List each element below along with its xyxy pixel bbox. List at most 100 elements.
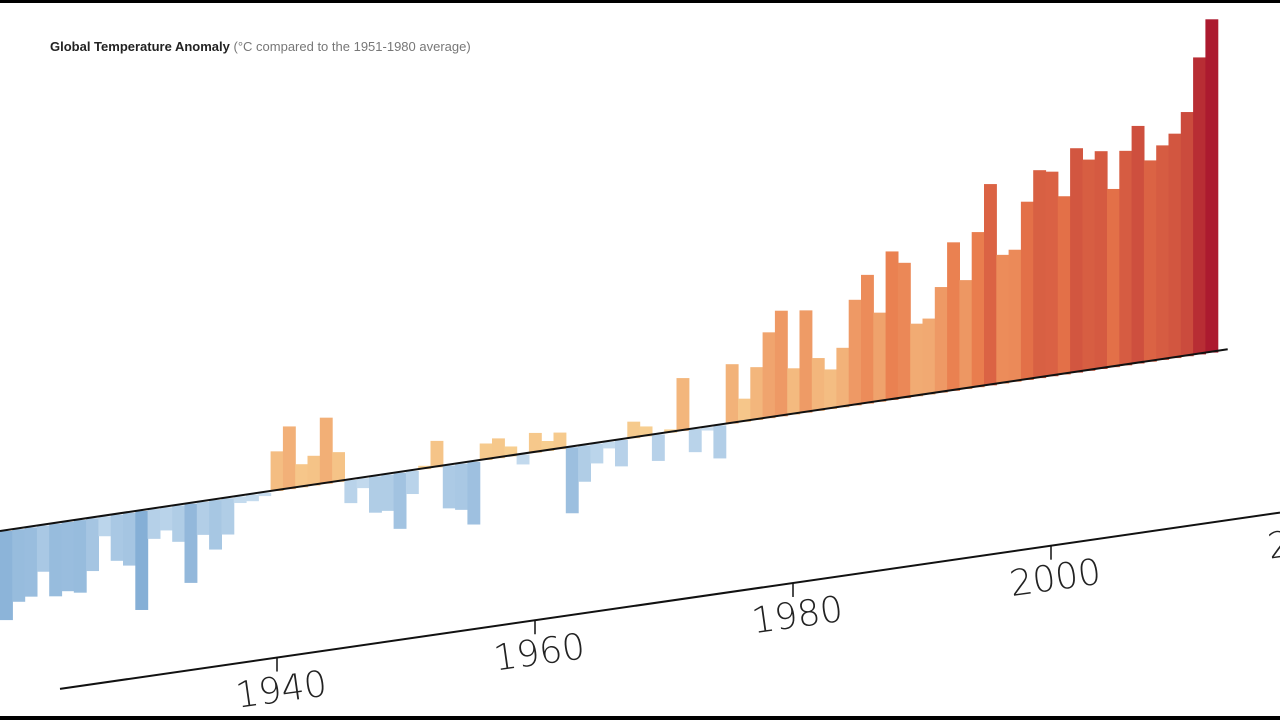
bar-1959 [504,446,518,457]
bar-1968 [615,439,628,467]
bar-1950 [393,472,407,529]
bar-1995 [947,242,960,391]
bar-1977 [725,364,739,424]
bar-1993 [922,318,936,395]
bar-1955 [455,463,468,510]
bar-1949 [381,474,395,511]
bar-1927 [110,514,124,561]
bar-1996 [959,280,973,390]
bar-1983 [799,310,813,413]
bar-1934 [196,501,210,535]
bar-1920 [24,527,38,597]
bar-2011 [1143,160,1157,362]
bar-1933 [184,503,198,583]
x-tick-label-2020: 2020 [1265,514,1280,567]
x-tick-label-1940: 1940 [233,663,329,716]
bar-1970 [639,426,653,437]
bar-1930 [147,509,161,539]
bar-1965 [578,445,591,482]
bar-1931 [159,507,173,531]
bar-1984 [811,358,825,411]
bar-1973 [676,378,690,431]
zero-baseline [0,348,1228,532]
bar-1992 [910,323,924,397]
bar-1962 [541,441,555,451]
bar-2015 [1193,57,1206,355]
bar-1961 [528,432,542,453]
bar-1928 [123,512,136,566]
bar-1989 [873,312,887,402]
bar-2003 [1045,171,1059,377]
bar-2013 [1168,133,1182,359]
bar-1942 [295,464,309,488]
bar-1979 [750,367,764,420]
bar-1994 [934,287,948,393]
bar-1948 [369,476,382,513]
bar-1956 [467,461,481,525]
bar-1941 [282,426,296,490]
bar-1998 [984,184,997,386]
bar-1969 [627,421,641,439]
bar-1935 [209,500,222,550]
bar-1940 [270,451,284,491]
bar-2008 [1107,188,1120,368]
bar-1936 [221,498,235,535]
title-main: Global Temperature Anomaly [50,39,230,54]
bar-1918 [0,531,13,621]
bar-1960 [516,454,530,465]
bar-1921 [36,525,50,572]
bar-1946 [344,480,358,504]
x-tick-label-1980: 1980 [749,589,845,642]
bar-2002 [1033,170,1047,379]
bar-1974 [688,429,702,453]
bar-1987 [848,299,862,406]
bar-1958 [492,438,505,459]
bar-2010 [1131,125,1145,364]
bar-1976 [713,425,727,459]
bars-group [0,19,1219,621]
bar-2014 [1180,112,1194,357]
bar-1925 [86,518,99,572]
bar-1922 [49,523,63,597]
bar-1966 [590,443,604,464]
x-tick-label-1960: 1960 [491,626,587,679]
title-subtitle: (°C compared to the 1951-1980 average) [233,39,471,54]
temperature-bar-chart: 1940 1960 1980 2000 2020 [0,19,1280,716]
bar-2001 [1020,201,1034,380]
bar-2004 [1057,196,1071,375]
x-tick-label-2000: 2000 [1007,552,1103,605]
x-axis-line [59,511,1280,690]
bar-1986 [836,347,850,408]
bar-1923 [61,521,75,592]
bar-2012 [1156,145,1170,360]
bar-1938 [246,494,259,502]
bar-1945 [332,452,345,482]
bar-1964 [565,447,579,514]
bar-1947 [356,478,370,489]
bar-1919 [12,529,26,602]
bar-1997 [971,232,985,388]
bar-1991 [897,262,911,399]
x-axis: 1940 1960 1980 2000 2020 [59,511,1280,716]
bar-1953 [430,440,444,468]
bar-1978 [738,398,751,422]
bar-1944 [319,417,333,484]
bar-1967 [602,441,616,449]
bar-1937 [233,496,247,504]
bar-2006 [1082,159,1096,371]
bar-1971 [651,434,665,461]
chart-title: Global Temperature Anomaly (°C compared … [50,39,471,54]
bar-1988 [861,274,874,404]
bar-1982 [787,368,801,415]
bar-2016 [1205,19,1219,353]
bar-1924 [73,520,87,593]
bar-1999 [996,254,1010,384]
bar-1929 [135,510,149,610]
bar-2005 [1070,148,1083,373]
bar-1985 [824,369,837,410]
bar-1954 [442,465,456,509]
bar-2007 [1094,151,1108,369]
bar-1939 [258,492,272,497]
bar-2009 [1119,150,1133,366]
